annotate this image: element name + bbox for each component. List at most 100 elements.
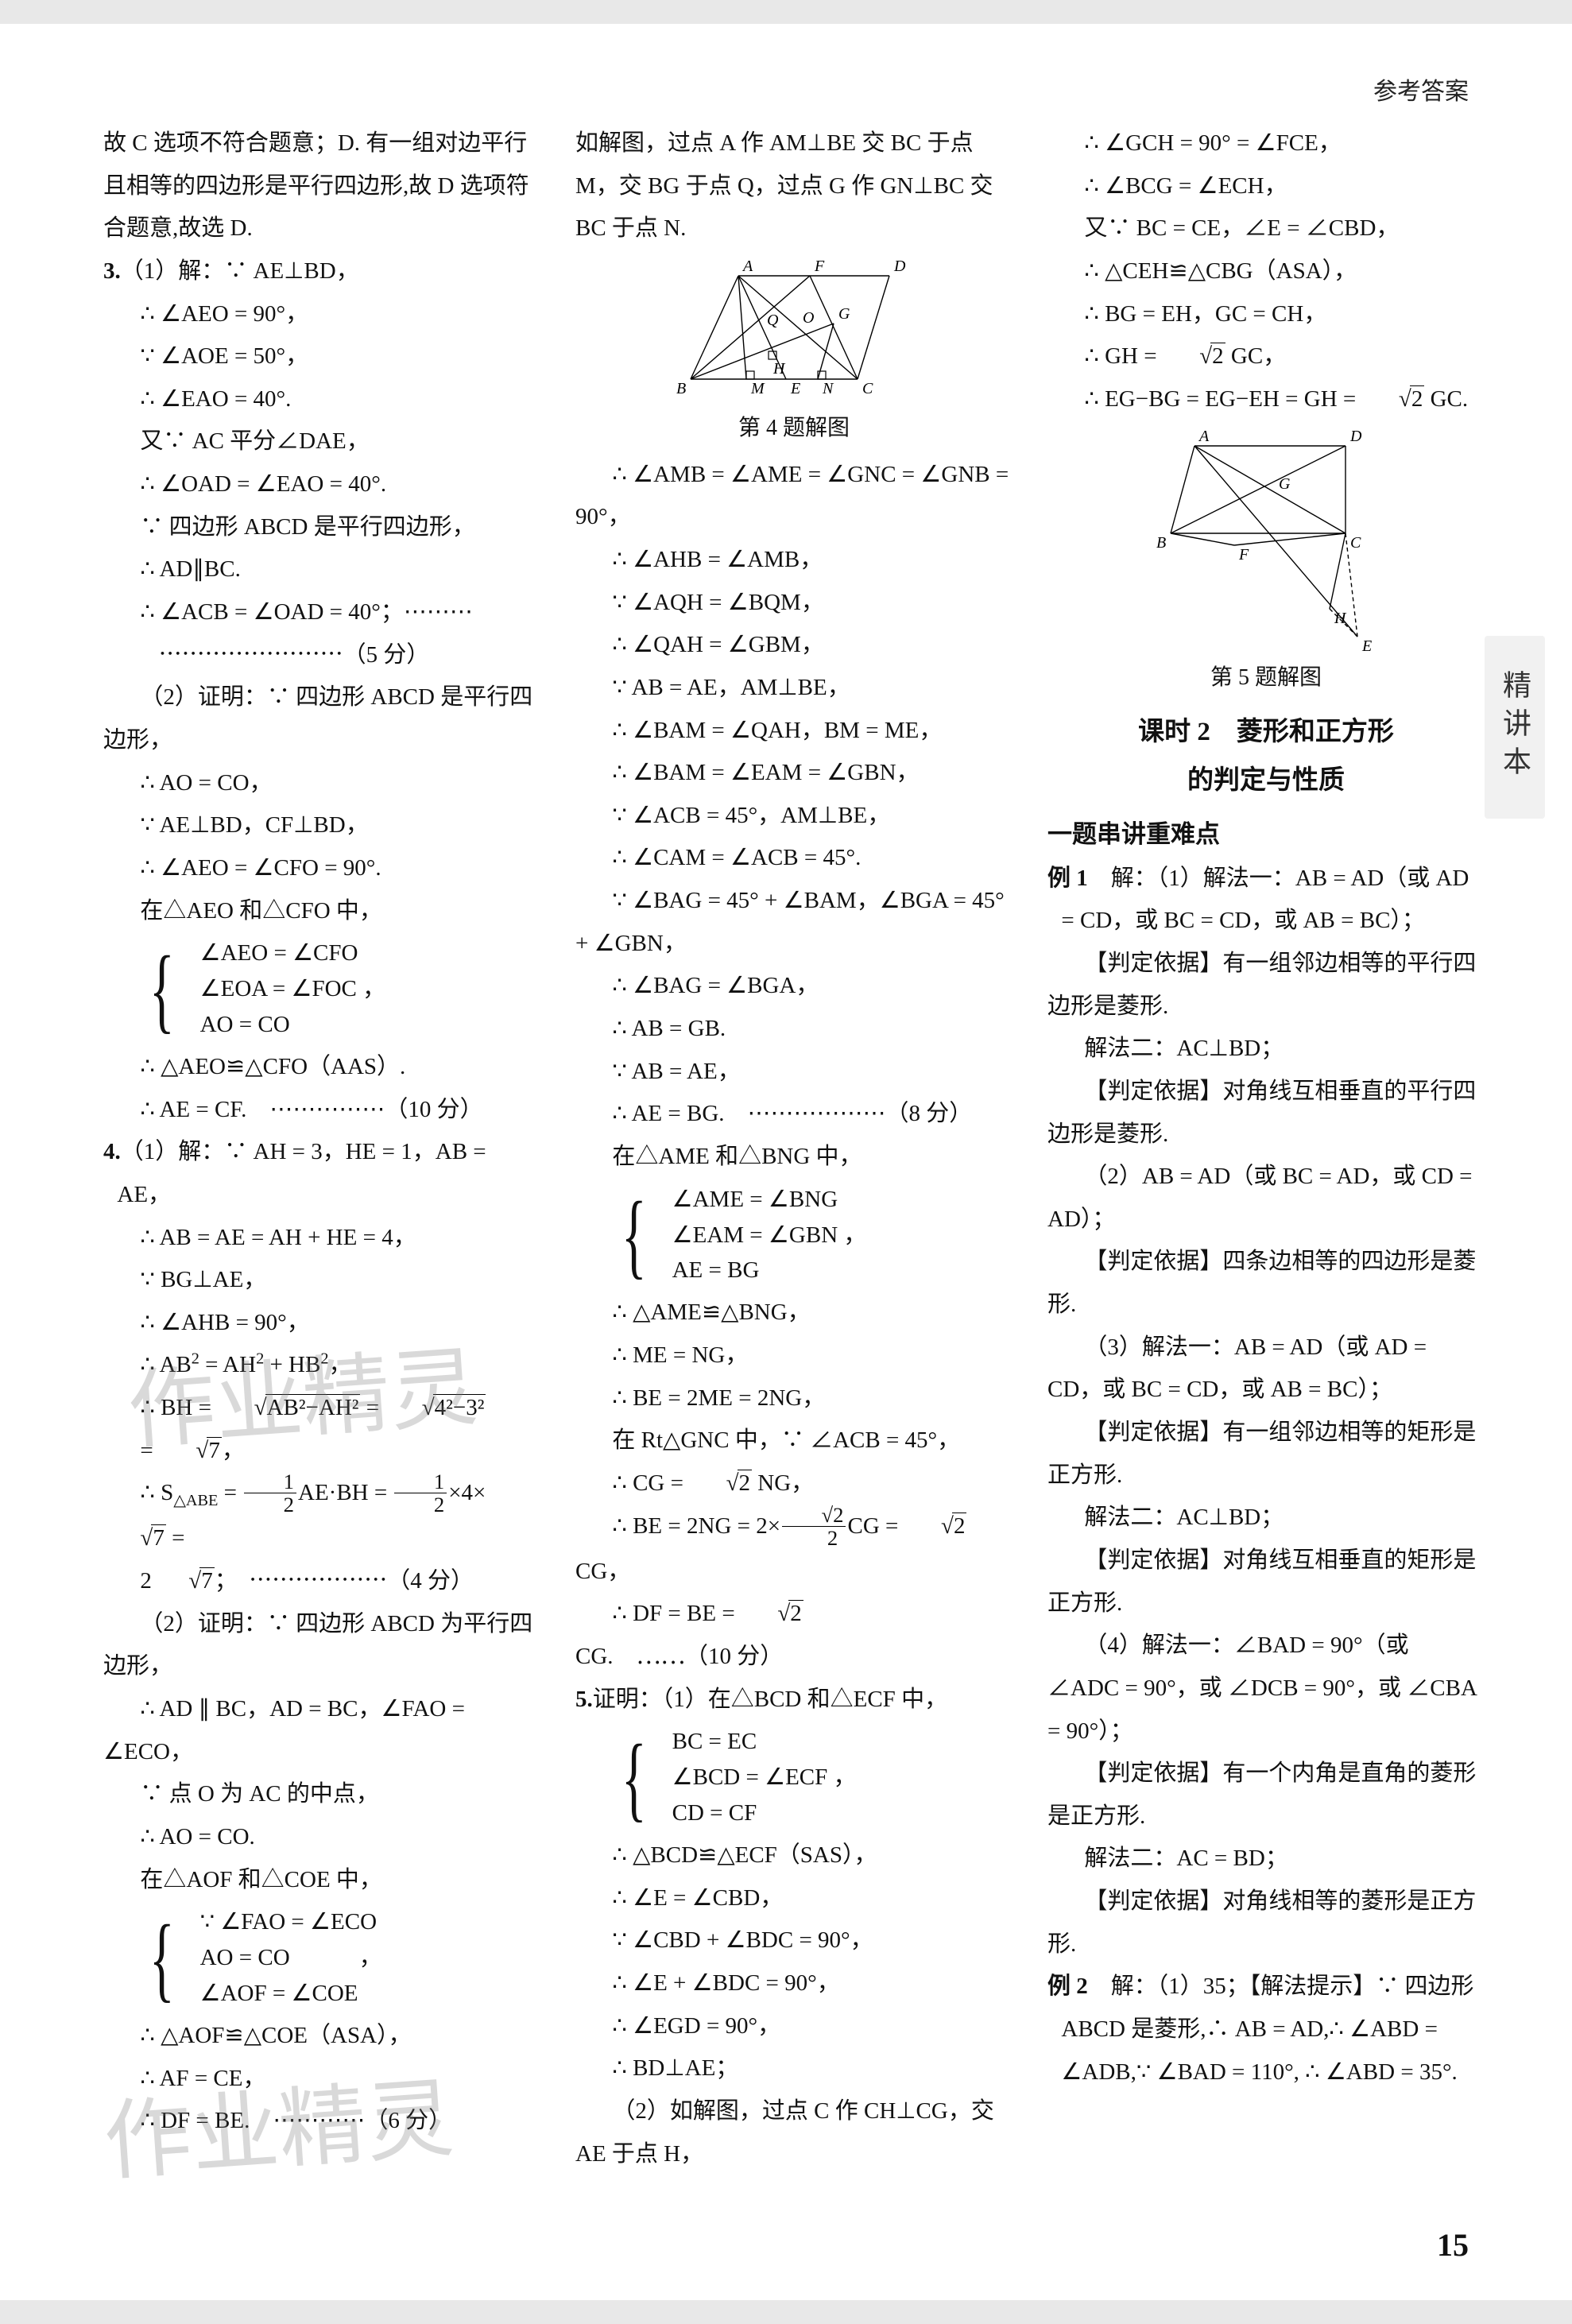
- svg-text:A: A: [741, 260, 753, 275]
- eq: AO = CO ，: [200, 1940, 382, 1976]
- svg-text:G: G: [838, 305, 850, 323]
- step: （4）解法一：∠BAD = 90°（或 ∠ADC = 90°，或 ∠DCB = …: [1047, 1625, 1485, 1753]
- step: ∵ AE⊥BD，CF⊥BD，: [103, 804, 540, 847]
- step: （2）AB = AD（或 BC = AD，或 CD = AD）；: [1047, 1156, 1485, 1241]
- step: （2）证明：∵ 四边形 ABCD 是平行四边形，: [103, 676, 540, 761]
- step: ∴ DF = BE = 2 CG. ⋯⋯（10 分）: [575, 1593, 1013, 1678]
- step: 【判定依据】对角线互相垂直的平行四边形是菱形.: [1047, 1071, 1485, 1156]
- step: ∵ ∠ACB = 45°，AM⊥BE，: [575, 795, 1013, 838]
- step: ∴ BH = AB²−AH² = 4²−3²: [103, 1387, 540, 1430]
- step: ∴ EG−BG = EG−EH = GH = 2 GC.: [1047, 378, 1485, 421]
- step: ∴ AF = CE，: [103, 2058, 540, 2101]
- paragraph: 如解图，过点 A 作 AM⊥BE 交 BC 于点 M，交 BG 于点 Q，过点 …: [575, 122, 1013, 250]
- step: ∴ CG = 2 NG，: [575, 1462, 1013, 1505]
- step: ∴ ∠AHB = ∠AMB，: [575, 539, 1013, 582]
- step: ∴ ∠AEO = 90°，: [103, 293, 540, 336]
- svg-text:H: H: [1334, 610, 1347, 627]
- figure-caption: 第 5 题解图: [1047, 657, 1485, 699]
- figure-caption: 第 4 题解图: [575, 408, 1013, 449]
- step: ∵ ∠CBD + ∠BDC = 90°，: [575, 1919, 1013, 1962]
- step: ∴ ∠OAD = ∠EAO = 40°.: [103, 463, 540, 506]
- step: 27； ⋯⋯⋯⋯⋯⋯（4 分）: [103, 1560, 540, 1603]
- step: ∵ AB = AE，AM⊥BE，: [575, 667, 1013, 710]
- step: ∵ ∠AOE = 50°，: [103, 335, 540, 378]
- step: ∴ AB = AE = AH + HE = 4，: [103, 1217, 540, 1260]
- problem-3: 3.（1）解：∵ AE⊥BD，: [103, 250, 540, 293]
- step: ∴ ∠EGD = 90°，: [575, 2005, 1013, 2048]
- step: ∴ ∠GCH = 90° = ∠FCE，: [1047, 122, 1485, 165]
- eq: ∠EAM = ∠GBN ，: [672, 1218, 867, 1253]
- page: 参考答案 精讲本 作业精灵 作业精灵 故 C 选项不符合题意；D. 有一组对边平…: [0, 24, 1572, 2300]
- step: 在△AOF 和△COE 中，: [103, 1859, 540, 1902]
- step: ∴ BE = 2ME = 2NG，: [575, 1377, 1013, 1420]
- subsection-title: 一题串讲重难点: [1047, 811, 1485, 857]
- step: ∴ AO = CO，: [103, 762, 540, 805]
- step: ∵ ∠BAG = 45° + ∠BAM，∠BGA = 45° + ∠GBN，: [575, 880, 1013, 965]
- eq: ∠AME = ∠BNG: [672, 1182, 867, 1218]
- step: ∴ AE = BG. ⋯⋯⋯⋯⋯⋯（8 分）: [575, 1093, 1013, 1136]
- step: ∴ ∠ACB = ∠OAD = 40°；⋯⋯⋯: [103, 591, 540, 634]
- example-2: 例 2 解：（1）35；【解法提示】∵ 四边形 ABCD 是菱形,∴ AB = …: [1047, 1966, 1485, 2094]
- step: ∴ AE = CF. ⋯⋯⋯⋯⋯（10 分）: [103, 1089, 540, 1132]
- svg-text:Q: Q: [767, 312, 779, 329]
- step: ∴ ∠E = ∠CBD，: [575, 1877, 1013, 1920]
- geometry-diagram: ADBCFGHE: [1147, 430, 1385, 653]
- eq: ∠EOA = ∠FOC ，: [200, 971, 386, 1007]
- svg-text:O: O: [803, 309, 814, 327]
- step: 解法二：AC⊥BD；: [1047, 1497, 1485, 1540]
- example-1: 例 1 解：（1）解法一：AB = AD（或 AD = CD，或 BC = CD…: [1047, 858, 1485, 943]
- eq: AO = CO: [200, 1007, 386, 1043]
- eq: CD = CF: [672, 1795, 857, 1831]
- step: ∴ AD∥BC.: [103, 548, 540, 591]
- step: ∵ 四边形 ABCD 是平行四边形，: [103, 506, 540, 549]
- step: 在△AME 和△BNG 中，: [575, 1136, 1013, 1179]
- svg-text:D: D: [893, 260, 906, 275]
- sidebar-tab: 精讲本: [1485, 636, 1545, 819]
- step: （2）如解图，过点 C 作 CH⊥CG，交 AE 于点 H，: [575, 2090, 1013, 2175]
- step: ∴ ∠EAO = 40°.: [103, 378, 540, 421]
- step: 【判定依据】有一个内角是直角的菱形是正方形.: [1047, 1753, 1485, 1838]
- step: ∴ ∠BCG = ∠ECH，: [1047, 165, 1485, 208]
- svg-text:B: B: [676, 380, 686, 397]
- step: （2）证明：∵ 四边形 ABCD 为平行四边形，: [103, 1603, 540, 1688]
- page-number: 15: [1437, 2226, 1469, 2264]
- svg-text:A: A: [1198, 430, 1210, 445]
- equation-system: { ∠AME = ∠BNG ∠EAM = ∠GBN ， AE = BG: [621, 1182, 1013, 1289]
- step: 解法二：AC⊥BD；: [1047, 1028, 1485, 1071]
- svg-text:N: N: [822, 380, 834, 397]
- step: ∴ ME = NG，: [575, 1334, 1013, 1377]
- step: ∴ AO = CO.: [103, 1816, 540, 1859]
- step: 【判定依据】对角线相等的菱形是正方形.: [1047, 1881, 1485, 1966]
- step: 在 Rt△GNC 中，∵ ∠ACB = 45°，: [575, 1420, 1013, 1462]
- step: ∵ 点 O 为 AC 的中点，: [103, 1773, 540, 1816]
- step: 解法二：AC = BD；: [1047, 1838, 1485, 1881]
- step: ∴ ∠AEO = ∠CFO = 90°.: [103, 847, 540, 890]
- eq: ∠AEO = ∠CFO: [200, 935, 386, 971]
- step: 【判定依据】对角线互相垂直的矩形是正方形.: [1047, 1540, 1485, 1625]
- svg-text:E: E: [1361, 637, 1372, 653]
- equation-system: { ∠AEO = ∠CFO ∠EOA = ∠FOC ， AO = CO: [149, 935, 540, 1043]
- step: 【判定依据】四条边相等的四边形是菱形.: [1047, 1241, 1485, 1326]
- svg-text:G: G: [1279, 475, 1291, 493]
- equation-system: { BC = EC ∠BCD = ∠ECF ， CD = CF: [621, 1724, 1013, 1831]
- content-columns: 故 C 选项不符合题意；D. 有一组对边平行且相等的四边形是平行四边形,故 D …: [103, 122, 1485, 2189]
- step: ∴ ∠AMB = ∠AME = ∠GNC = ∠GNB = 90°，: [575, 454, 1013, 539]
- step: ∴ △AOF≌△COE（ASA），: [103, 2015, 540, 2058]
- svg-text:E: E: [790, 380, 800, 397]
- svg-text:F: F: [1238, 546, 1249, 564]
- eq: ∠AOF = ∠COE: [200, 1976, 382, 2012]
- step: ∴ GH = 2 GC，: [1047, 335, 1485, 378]
- step: ∴ △BCD≌△ECF（SAS），: [575, 1834, 1013, 1877]
- step: ∵ AB = AE，: [575, 1051, 1013, 1094]
- step: 又∵ AC 平分∠DAE，: [103, 420, 540, 463]
- equation-system: { ∵ ∠FAO = ∠ECO AO = CO ， ∠AOF = ∠COE: [149, 1904, 540, 2012]
- svg-text:C: C: [1350, 534, 1361, 552]
- step: ∴ ∠E + ∠BDC = 90°，: [575, 1962, 1013, 2005]
- step: ∴ S△ABE = 12AE·BH = 12×4×7 =: [103, 1472, 540, 1560]
- eq: ∠BCD = ∠ECF ，: [672, 1760, 857, 1795]
- score-line: ⋯⋯⋯⋯⋯⋯⋯⋯（5 分）: [103, 634, 540, 677]
- figure-4: AFDBMENCQHGO 第 4 题解图: [575, 260, 1013, 449]
- step: ∴ △AEO≌△CFO（AAS）.: [103, 1046, 540, 1089]
- step: ∵ BG⊥AE，: [103, 1259, 540, 1302]
- step: ∴ ∠QAH = ∠GBM，: [575, 624, 1013, 667]
